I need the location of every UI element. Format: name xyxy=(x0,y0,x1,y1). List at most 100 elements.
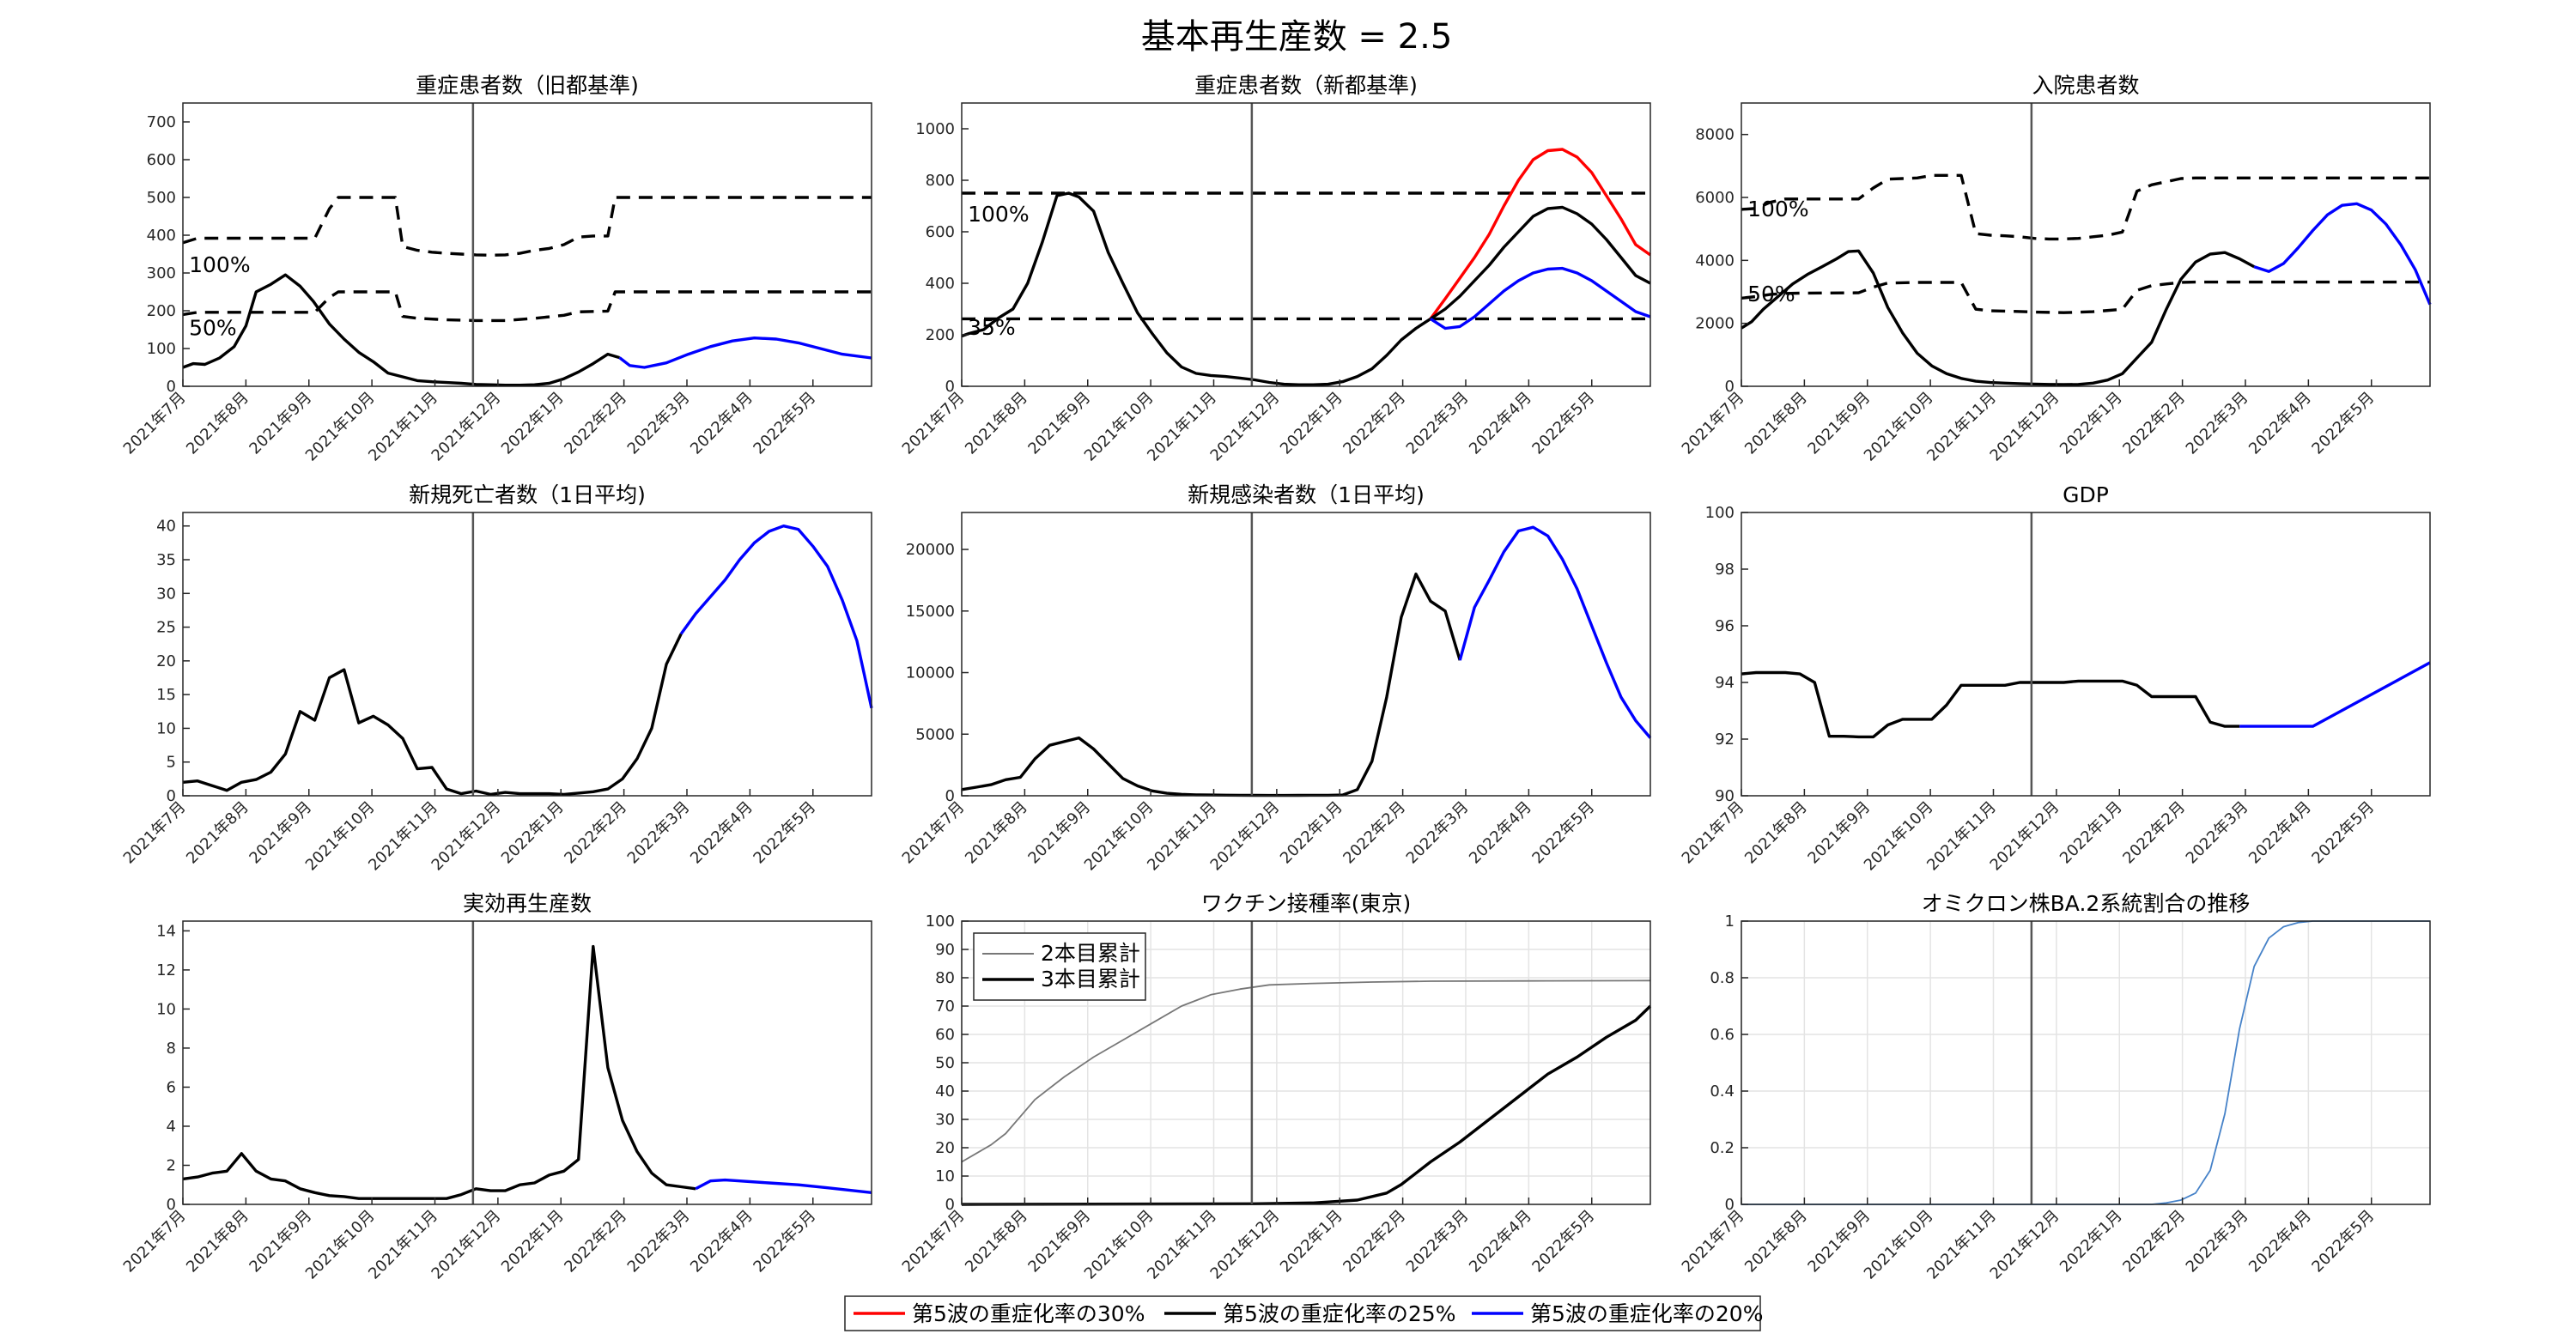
x-tick-label: 2021年9月 xyxy=(246,389,315,458)
x-tick-label: 2022年2月 xyxy=(1340,389,1409,458)
legend-box xyxy=(973,932,1146,1001)
y-tick-label: 25 xyxy=(156,619,176,637)
y-tick-label: 96 xyxy=(1715,617,1735,635)
y-tick-label: 5 xyxy=(167,754,176,772)
y-tick-label: 8 xyxy=(167,1040,176,1058)
legend-label: 第5波の重症化率の25% xyxy=(1223,1301,1455,1326)
x-tick-label: 2022年5月 xyxy=(1528,1207,1598,1276)
x-tick-label: 2022年4月 xyxy=(687,389,756,458)
x-tick-label: 2022年3月 xyxy=(1403,798,1473,868)
x-tick-label: 2021年7月 xyxy=(1679,798,1748,868)
x-tick-label: 2021年9月 xyxy=(246,798,315,868)
subplot-title: 実効再生産数 xyxy=(463,891,592,916)
axes-frame xyxy=(1741,512,2431,797)
y-tick-label: 0.8 xyxy=(1710,969,1735,987)
y-tick-label: 0 xyxy=(167,378,176,396)
x-tick-label: 2022年2月 xyxy=(1340,1207,1409,1276)
series-line xyxy=(182,290,872,323)
y-tick-label: 0 xyxy=(167,1196,176,1214)
x-tick-label: 2021年9月 xyxy=(246,1207,315,1276)
legend-label: 2本目累計 xyxy=(1041,941,1140,966)
y-tick-label: 8000 xyxy=(1695,126,1735,144)
x-tick-label: 2021年8月 xyxy=(962,1207,1031,1276)
y-tick-label: 0 xyxy=(945,1196,955,1214)
y-tick-label: 20 xyxy=(935,1139,955,1157)
subplot-6: 90929496981002021年7月2021年8月2021年9月2021年1… xyxy=(1679,482,2431,875)
y-tick-label: 100 xyxy=(926,913,955,931)
y-tick-label: 2 xyxy=(167,1156,176,1174)
y-tick-label: 200 xyxy=(926,326,955,344)
y-tick-label: 12 xyxy=(156,961,176,979)
x-tick-label: 2021年9月 xyxy=(1804,1207,1874,1276)
axes-frame xyxy=(1741,920,2431,1205)
y-tick-label: 1 xyxy=(1725,913,1735,931)
y-tick-label: 0 xyxy=(945,378,955,396)
y-tick-label: 50 xyxy=(935,1054,955,1072)
series-line xyxy=(961,979,1651,1163)
y-tick-label: 6 xyxy=(167,1078,176,1096)
y-tick-label: 100 xyxy=(1705,504,1735,522)
x-tick-label: 2021年7月 xyxy=(899,1207,969,1276)
subplot-grid: 01002003004005006007002021年7月2021年8月2021… xyxy=(120,73,2432,1283)
x-tick-label: 2022年3月 xyxy=(2183,389,2252,458)
y-tick-label: 90 xyxy=(935,941,955,959)
y-tick-label: 98 xyxy=(1715,561,1735,579)
x-tick-label: 2022年4月 xyxy=(2245,389,2315,458)
y-tick-label: 20 xyxy=(156,652,176,670)
y-tick-label: 40 xyxy=(935,1082,955,1101)
y-tick-label: 1000 xyxy=(915,120,955,138)
y-tick-label: 400 xyxy=(926,275,955,293)
x-tick-label: 2022年5月 xyxy=(750,389,819,458)
x-tick-label: 2022年3月 xyxy=(624,798,694,868)
x-tick-label: 2022年1月 xyxy=(2057,389,2126,458)
x-tick-label: 2022年5月 xyxy=(750,798,819,868)
x-tick-label: 2022年2月 xyxy=(1340,798,1409,868)
series-line xyxy=(182,633,683,797)
series-line xyxy=(679,525,873,709)
subplot-7: 024681012142021年7月2021年8月2021年9月2021年10月… xyxy=(120,891,872,1283)
x-tick-label: 2022年3月 xyxy=(2183,1207,2252,1276)
y-tick-label: 300 xyxy=(147,264,176,282)
y-tick-label: 400 xyxy=(147,227,176,245)
series-line xyxy=(182,944,696,1200)
x-tick-label: 2022年1月 xyxy=(1277,1207,1346,1276)
x-tick-label: 2022年5月 xyxy=(2308,389,2378,458)
series-line xyxy=(961,191,1431,386)
subplot-9: 00.20.40.60.812021年7月2021年8月2021年9月2021年… xyxy=(1679,891,2431,1283)
x-tick-label: 2021年7月 xyxy=(120,389,190,458)
y-tick-label: 10 xyxy=(156,719,176,737)
threshold-label: 35% xyxy=(968,315,1016,340)
x-tick-label: 2022年1月 xyxy=(498,389,568,458)
series-line xyxy=(182,196,872,257)
series-line xyxy=(1741,670,2240,739)
x-tick-label: 2022年4月 xyxy=(687,1207,756,1276)
subplot-title: ワクチン接種率(東京) xyxy=(1201,891,1412,916)
y-tick-label: 90 xyxy=(1715,787,1735,805)
x-tick-label: 2022年5月 xyxy=(750,1207,819,1276)
y-tick-label: 200 xyxy=(147,302,176,320)
threshold-label: 100% xyxy=(1747,197,1808,221)
y-tick-label: 800 xyxy=(926,172,955,190)
x-tick-label: 2021年7月 xyxy=(899,389,969,458)
y-tick-label: 0 xyxy=(167,787,176,805)
axes-frame xyxy=(182,512,872,797)
x-tick-label: 2022年1月 xyxy=(2057,1207,2126,1276)
y-tick-label: 14 xyxy=(156,922,176,940)
x-tick-label: 2022年4月 xyxy=(687,798,756,868)
figure-title: 基本再生産数 = 2.5 xyxy=(1141,17,1453,57)
y-tick-label: 10000 xyxy=(906,664,955,682)
legend-label: 3本目累計 xyxy=(1041,967,1140,991)
y-tick-label: 92 xyxy=(1715,731,1735,749)
legend-box xyxy=(844,1295,1761,1331)
x-tick-label: 2022年4月 xyxy=(1466,798,1535,868)
x-tick-label: 2022年1月 xyxy=(1277,389,1346,458)
y-tick-label: 30 xyxy=(156,585,176,603)
x-tick-label: 2021年7月 xyxy=(1679,389,1748,458)
x-tick-label: 2022年2月 xyxy=(561,1207,630,1276)
y-tick-label: 40 xyxy=(156,518,176,536)
series-line xyxy=(1430,266,1651,330)
y-tick-label: 35 xyxy=(156,551,176,569)
subplot-title: 新規感染者数（1日平均) xyxy=(1188,482,1425,507)
